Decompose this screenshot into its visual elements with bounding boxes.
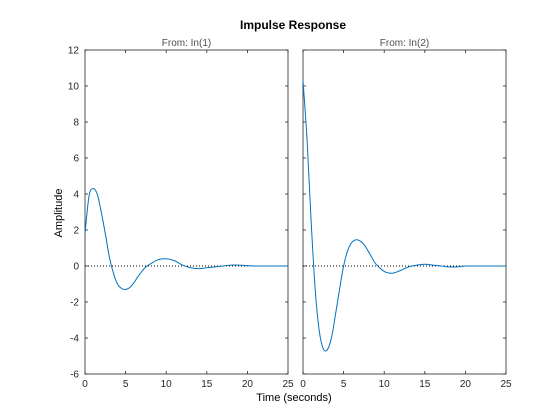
panel-frame [84,49,289,375]
x-tick-label: 5 [341,379,347,390]
chart-title: Impulse Response [240,18,346,32]
x-tick-label: 25 [282,379,294,390]
y-tick-label: 4 [73,190,79,201]
y-tick-label: 6 [73,154,79,165]
x-tick-label: 15 [201,379,213,390]
y-tick-label: 0 [73,262,79,273]
panel-frame [302,49,507,375]
panel-2: From: In(2) 0 5 10 15 20 25 [300,38,512,390]
y-tick-label: 12 [68,46,80,57]
x-axis-label: Time (seconds) [256,392,331,404]
x-tick-label: 20 [242,379,254,390]
y-axis-label: Amplitude [53,189,65,238]
panel-subtitle: From: In(2) [380,38,429,49]
y-tick-label: -2 [70,298,79,309]
x-tick-label: 5 [123,379,129,390]
y-tick-label: 8 [73,118,79,129]
y-tick-label: 2 [73,226,79,237]
x-tick-label: 15 [419,379,431,390]
x-tick-label: 10 [379,379,391,390]
x-tick-label: 0 [82,379,88,390]
x-tick-label: 10 [161,379,173,390]
panel-subtitle: From: In(1) [162,38,211,49]
x-tick-label: 0 [300,379,306,390]
y-tick-label: -6 [70,370,79,381]
impulse-response-line [302,80,506,352]
panel-1: From: In(1) 0 5 10 15 20 25 -6 -4 -2 0 2 4 6 8 10 12 [68,38,294,390]
y-tick-label: -4 [70,334,79,345]
y-tick-label: 10 [68,82,80,93]
x-tick-label: 20 [460,379,472,390]
x-tick-label: 25 [500,379,512,390]
impulse-response-line [84,188,288,290]
